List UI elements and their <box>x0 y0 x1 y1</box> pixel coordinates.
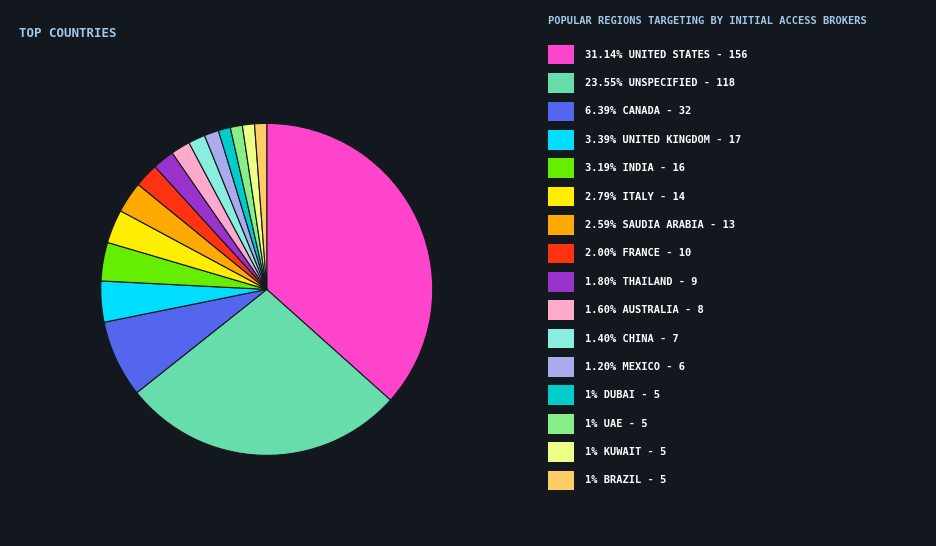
Text: 23.55% UNSPECIFIED - 118: 23.55% UNSPECIFIED - 118 <box>585 78 735 88</box>
Wedge shape <box>108 211 267 289</box>
Text: 1% UAE - 5: 1% UAE - 5 <box>585 419 648 429</box>
Wedge shape <box>101 242 267 289</box>
Wedge shape <box>104 289 267 393</box>
Wedge shape <box>255 123 267 289</box>
Text: 1.20% MEXICO - 6: 1.20% MEXICO - 6 <box>585 362 685 372</box>
Wedge shape <box>139 167 267 289</box>
Text: 3.19% INDIA - 16: 3.19% INDIA - 16 <box>585 163 685 173</box>
Wedge shape <box>230 125 267 289</box>
Wedge shape <box>172 143 267 289</box>
Text: 31.14% UNITED STATES - 156: 31.14% UNITED STATES - 156 <box>585 50 748 60</box>
Text: 2.79% ITALY - 14: 2.79% ITALY - 14 <box>585 192 685 201</box>
Text: 3.39% UNITED KINGDOM - 17: 3.39% UNITED KINGDOM - 17 <box>585 135 741 145</box>
Wedge shape <box>218 127 267 289</box>
Wedge shape <box>155 153 267 289</box>
Text: 1% KUWAIT - 5: 1% KUWAIT - 5 <box>585 447 666 457</box>
Wedge shape <box>121 185 267 289</box>
Text: 1.40% CHINA - 7: 1.40% CHINA - 7 <box>585 334 679 343</box>
Text: POPULAR REGIONS TARGETING BY INITIAL ACCESS BROKERS: POPULAR REGIONS TARGETING BY INITIAL ACC… <box>548 16 867 26</box>
Wedge shape <box>189 135 267 289</box>
Wedge shape <box>137 289 390 455</box>
Text: 6.39% CANADA - 32: 6.39% CANADA - 32 <box>585 106 692 116</box>
Text: 1% DUBAI - 5: 1% DUBAI - 5 <box>585 390 660 400</box>
Text: 1% BRAZIL - 5: 1% BRAZIL - 5 <box>585 476 666 485</box>
Wedge shape <box>101 281 267 322</box>
Wedge shape <box>205 130 267 289</box>
Text: 1.80% THAILAND - 9: 1.80% THAILAND - 9 <box>585 277 697 287</box>
Text: 1.60% AUSTRALIA - 8: 1.60% AUSTRALIA - 8 <box>585 305 704 315</box>
Text: 2.00% FRANCE - 10: 2.00% FRANCE - 10 <box>585 248 692 258</box>
Text: 2.59% SAUDIA ARABIA - 13: 2.59% SAUDIA ARABIA - 13 <box>585 220 735 230</box>
Wedge shape <box>267 123 432 400</box>
Wedge shape <box>242 124 267 289</box>
Text: TOP COUNTRIES: TOP COUNTRIES <box>19 27 116 40</box>
